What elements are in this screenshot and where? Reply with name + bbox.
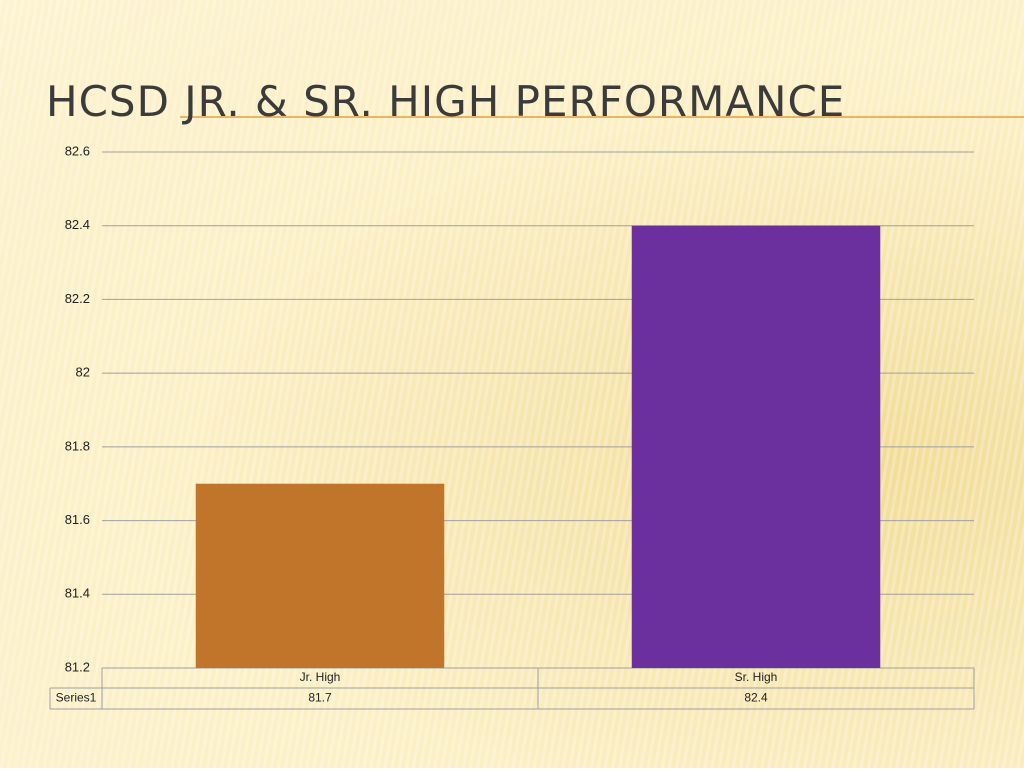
table-value: 81.7: [308, 691, 332, 705]
table-value: 82.4: [744, 691, 768, 705]
y-tick-label: 81.6: [65, 512, 90, 527]
y-tick-label: 82.2: [65, 291, 90, 306]
y-tick-label: 81.8: [65, 438, 90, 453]
y-tick-label: 81.2: [65, 659, 90, 674]
bar: [195, 483, 445, 668]
legend-label: Series1: [56, 691, 97, 705]
y-tick-label: 81.4: [65, 586, 90, 601]
y-tick-label: 82: [76, 365, 90, 380]
y-tick-label: 82.6: [65, 143, 90, 158]
chart-title: HCSD JR. & SR. HIGH PERFORMANCE: [46, 77, 845, 126]
y-tick-label: 82.4: [65, 217, 90, 232]
x-tick-label: Jr. High: [300, 670, 341, 684]
bar: [631, 225, 881, 668]
x-tick-label: Sr. High: [735, 670, 778, 684]
